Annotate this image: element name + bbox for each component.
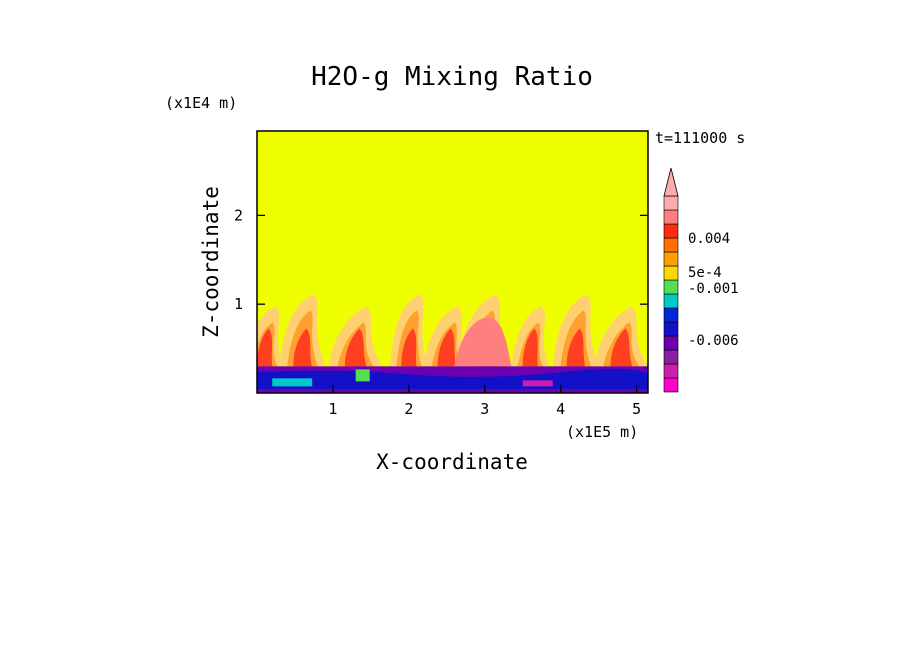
- colorbar-swatch: [663, 293, 679, 309]
- colorbar: 0.004 5e-4-0.001 -0.006: [663, 167, 739, 393]
- x-tick-label: 5: [632, 400, 641, 418]
- colorbar-swatch: [663, 307, 679, 323]
- y-tick-label: 2: [234, 206, 243, 224]
- chart-title: H2O-g Mixing Ratio: [311, 62, 593, 92]
- x-tick-label: 2: [404, 400, 413, 418]
- colorbar-swatch: [663, 279, 679, 295]
- colorbar-swatch: [663, 363, 679, 379]
- plume-core: [610, 328, 633, 367]
- x-axis: 1 2 3 4 5: [328, 385, 641, 418]
- colorbar-swatch: [663, 321, 679, 337]
- time-label: t=111000 s: [655, 129, 745, 147]
- plot-frame: [256, 130, 649, 394]
- plume-core: [401, 328, 417, 367]
- x-tick-label: 4: [556, 400, 565, 418]
- x-axis-label: X-coordinate: [376, 450, 528, 474]
- colorbar-swatch: [663, 223, 679, 239]
- boundary-patch: [272, 378, 313, 387]
- y-tick-label: 1: [234, 295, 243, 313]
- x-tick-label: 3: [480, 400, 489, 418]
- colorbar-label: 5e-4: [688, 265, 722, 281]
- colorbar-swatch: [663, 237, 679, 253]
- colorbar-label: -0.006: [688, 333, 739, 349]
- colorbar-label: -0.001: [688, 281, 739, 297]
- plume-core: [293, 328, 312, 367]
- plume-core: [566, 328, 586, 367]
- plume-core: [454, 317, 512, 367]
- y-axis: 12: [234, 206, 648, 313]
- colorbar-arrow: [663, 167, 679, 197]
- y-axis-label: Z-coordinate: [199, 186, 223, 338]
- plume-core: [437, 328, 457, 367]
- plume-core: [344, 328, 367, 367]
- plume-core: [257, 328, 273, 367]
- plume-core: [522, 328, 538, 367]
- colorbar-swatch: [663, 265, 679, 281]
- boundary-patch: [355, 369, 370, 382]
- x-unit-label: (x1E5 m): [566, 423, 638, 441]
- boundary-patch: [522, 380, 553, 387]
- colorbar-swatch: [663, 195, 679, 211]
- boundary-layer: [257, 366, 648, 393]
- colorbar-swatch: [663, 349, 679, 365]
- colorbar-label: 0.004: [688, 231, 730, 247]
- plume-layer: [257, 294, 648, 367]
- plot-area: [257, 131, 648, 393]
- colorbar-swatch: [663, 377, 679, 393]
- y-unit-label: (x1E4 m): [165, 94, 237, 112]
- x-tick-label: 1: [328, 400, 337, 418]
- colorbar-swatch: [663, 335, 679, 351]
- colorbar-swatch: [663, 209, 679, 225]
- colorbar-swatch: [663, 251, 679, 267]
